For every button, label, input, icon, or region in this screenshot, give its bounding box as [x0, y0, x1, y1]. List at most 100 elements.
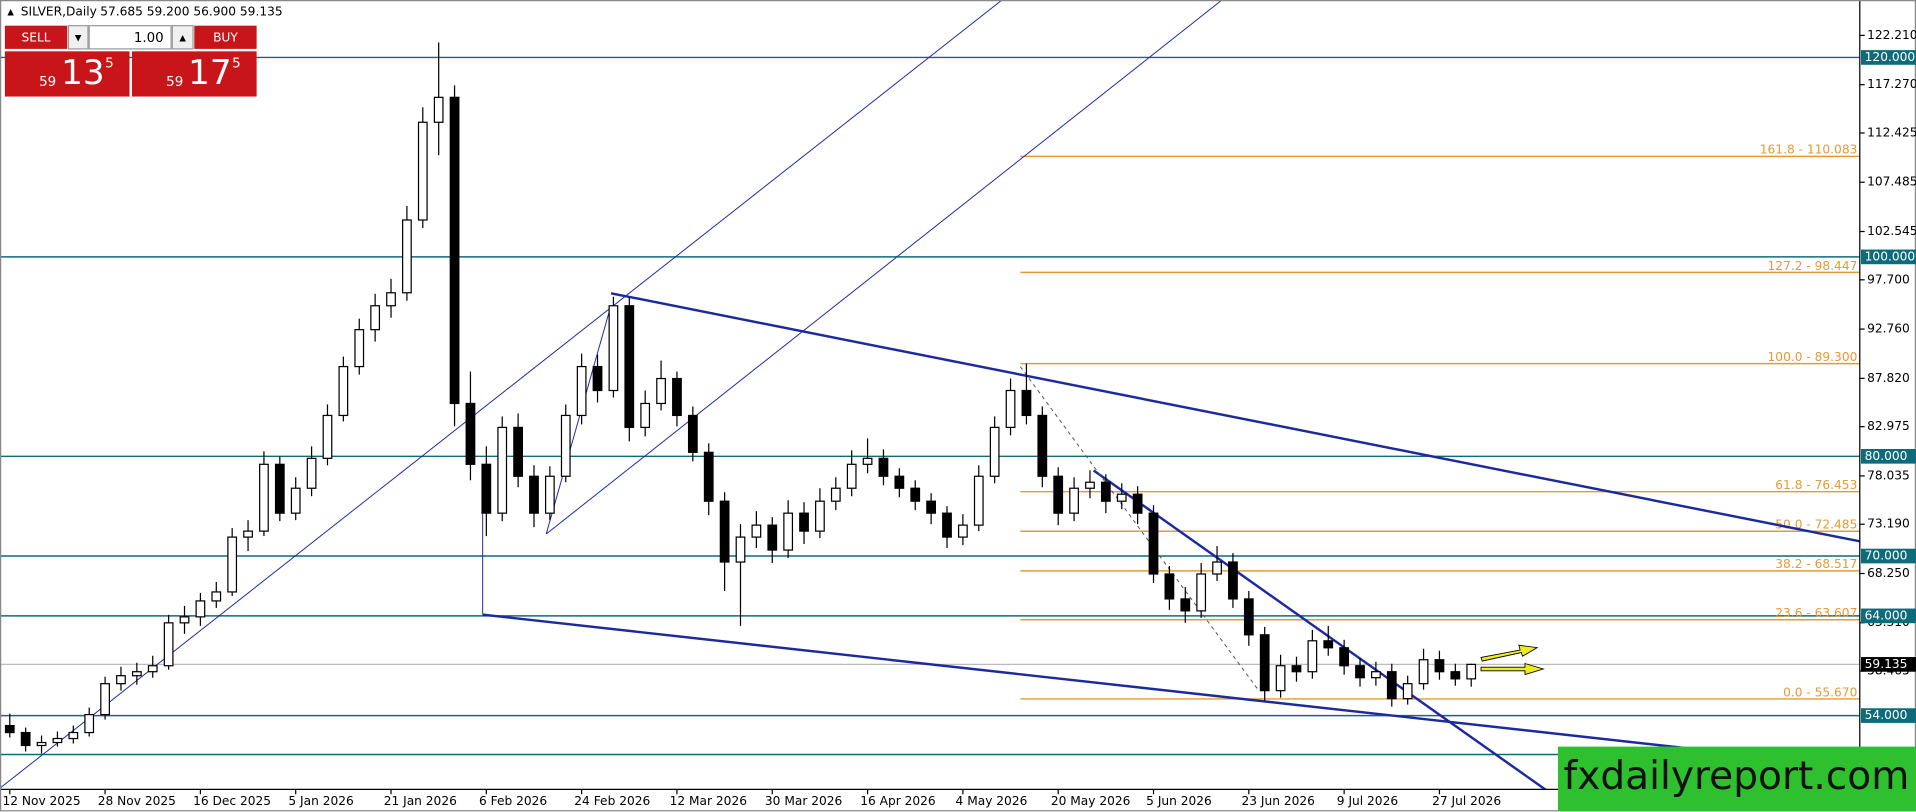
- candle-body: [20, 731, 31, 747]
- candle-body: [243, 530, 253, 538]
- candle-body: [687, 414, 698, 453]
- candle-body: [1005, 389, 1016, 429]
- level-label: 80.000: [1865, 449, 1908, 463]
- candle-body: [338, 365, 349, 417]
- y-tick-label: 92.760: [1867, 322, 1910, 336]
- candle-body: [1450, 671, 1461, 680]
- candle-body: [703, 451, 714, 502]
- x-tick-label: 30 Mar 2026: [765, 794, 842, 808]
- volume-input[interactable]: [88, 25, 172, 50]
- candle-body: [1386, 671, 1397, 700]
- ask-main: 17: [188, 53, 232, 93]
- candle-body: [259, 463, 269, 532]
- watermark: fxdailyreport.com: [1563, 754, 1909, 799]
- x-tick-label: 9 Jul 2026: [1337, 794, 1398, 808]
- y-tick-label: 73.190: [1867, 517, 1910, 531]
- sell-label: SELL: [22, 30, 51, 44]
- candle-body: [1021, 389, 1032, 417]
- candle-body: [417, 121, 428, 221]
- candle-body: [1307, 640, 1318, 673]
- candle-body: [878, 457, 889, 477]
- buy-button[interactable]: [194, 25, 257, 49]
- y-tick-label: 112.425: [1867, 125, 1916, 139]
- y-tick-label: 117.270: [1867, 77, 1916, 91]
- candle-body: [322, 414, 333, 459]
- candle-body: [449, 96, 460, 405]
- x-tick-label: 5 Jan 2026: [288, 794, 353, 808]
- level-marker: [1861, 249, 1916, 265]
- x-tick-label: 28 Nov 2025: [98, 794, 176, 808]
- candle-body: [1132, 493, 1143, 514]
- x-tick-label: 24 Feb 2026: [574, 794, 650, 808]
- candle-body: [36, 741, 47, 747]
- candle-body: [4, 724, 15, 734]
- bid-box[interactable]: [4, 51, 130, 97]
- candle-body: [957, 524, 968, 538]
- bid-big: 59: [39, 75, 56, 90]
- level-label: 70.000: [1865, 549, 1908, 563]
- candle-body: [147, 665, 158, 673]
- candle-body: [84, 713, 95, 734]
- candle-body: [576, 365, 587, 417]
- candle-body: [497, 426, 508, 514]
- ask-sup: 5: [232, 57, 241, 72]
- ask-box[interactable]: [131, 51, 257, 97]
- y-tick-label: 87.820: [1867, 371, 1910, 385]
- candle-body: [1291, 665, 1302, 673]
- volume-up[interactable]: [171, 25, 194, 50]
- candle-body: [592, 365, 603, 392]
- candle-body: [465, 402, 476, 465]
- arrows: [1480, 644, 1545, 676]
- level-label: 54.000: [1865, 708, 1908, 722]
- volume-down[interactable]: [67, 25, 89, 50]
- candle-body: [1116, 493, 1127, 502]
- candle-body: [608, 305, 619, 392]
- candle-body: [529, 475, 539, 514]
- chart-title: SILVER,Daily: [21, 5, 97, 19]
- candle-body: [719, 500, 730, 563]
- symbol-arrow: ▲: [7, 8, 14, 18]
- candle-body: [1164, 573, 1175, 600]
- bid-main: 13: [61, 53, 105, 93]
- sell-button[interactable]: [4, 25, 68, 49]
- candle-body: [131, 671, 142, 677]
- candle-body: [767, 524, 778, 551]
- candle-body: [989, 426, 1000, 477]
- candle-body: [751, 524, 762, 538]
- candle-body: [735, 536, 746, 563]
- candle-body: [1402, 683, 1413, 700]
- up-icon: ▲: [179, 33, 186, 43]
- fib-label: 161.8 - 110.083: [1760, 143, 1858, 157]
- candle-body: [1053, 475, 1064, 514]
- candle-body: [274, 463, 285, 514]
- candle-body: [656, 377, 666, 405]
- candle-body: [354, 329, 365, 368]
- candle-body: [942, 512, 952, 538]
- candle-body: [1196, 573, 1207, 612]
- candle-body: [1212, 561, 1222, 575]
- candle-body: [52, 737, 63, 744]
- watermark-box: [1557, 746, 1916, 812]
- candle-body: [544, 475, 555, 514]
- fib-label: 38.2 - 68.517: [1775, 557, 1857, 571]
- candle-body: [513, 426, 523, 477]
- candle-body: [926, 500, 937, 514]
- candle-body: [1355, 665, 1365, 679]
- last-price-label: 59.135: [1865, 657, 1908, 671]
- y-tick-label: 97.700: [1867, 272, 1910, 286]
- level-marker: [1861, 548, 1916, 564]
- candle-body: [1148, 512, 1159, 575]
- candle-body: [1275, 665, 1286, 692]
- plot-area: 161.8 - 110.083 127.2 - 98.447 100.0 - 89.…: [0, 0, 1860, 790]
- candle-body: [862, 457, 873, 465]
- candle-body: [846, 463, 857, 489]
- candle-body: [640, 402, 651, 429]
- candle-body: [1228, 561, 1238, 600]
- candle-body: [481, 463, 492, 514]
- arrow: [1480, 662, 1545, 676]
- candle-body: [560, 414, 571, 477]
- x-tick-label: 12 Nov 2025: [2, 794, 80, 808]
- channel-line: [545, 305, 612, 535]
